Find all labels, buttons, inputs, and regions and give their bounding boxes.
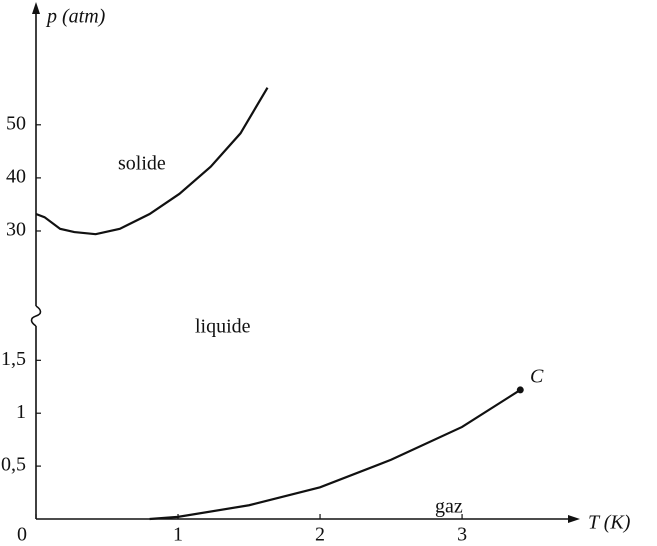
y-tick-label: 1,5 — [1, 348, 26, 370]
y-tick-label: 50 — [6, 112, 26, 134]
y-tick-label: 0,5 — [1, 454, 26, 476]
x-tick-label: 2 — [315, 524, 325, 546]
y-tick-label: 30 — [6, 219, 26, 241]
point-label: C — [530, 366, 544, 388]
region-label: gaz — [435, 496, 463, 518]
critical-point — [516, 386, 524, 394]
curve — [35, 87, 269, 236]
y-tick-label: 40 — [6, 165, 26, 187]
x-tick-label: 3 — [457, 524, 467, 546]
axis-break — [30, 305, 42, 327]
y-axis-label: p (atm) — [45, 6, 106, 28]
y-arrow — [32, 2, 40, 14]
x-tick-label: 1 — [173, 524, 183, 546]
curve — [149, 389, 521, 521]
y-tick-label: 1 — [16, 401, 26, 423]
region-label: solide — [118, 153, 166, 175]
x-axis-label: T (K) — [588, 512, 631, 534]
x-arrow — [568, 515, 580, 523]
region-label: liquide — [195, 316, 251, 338]
x-tick-label: 0 — [17, 524, 27, 546]
